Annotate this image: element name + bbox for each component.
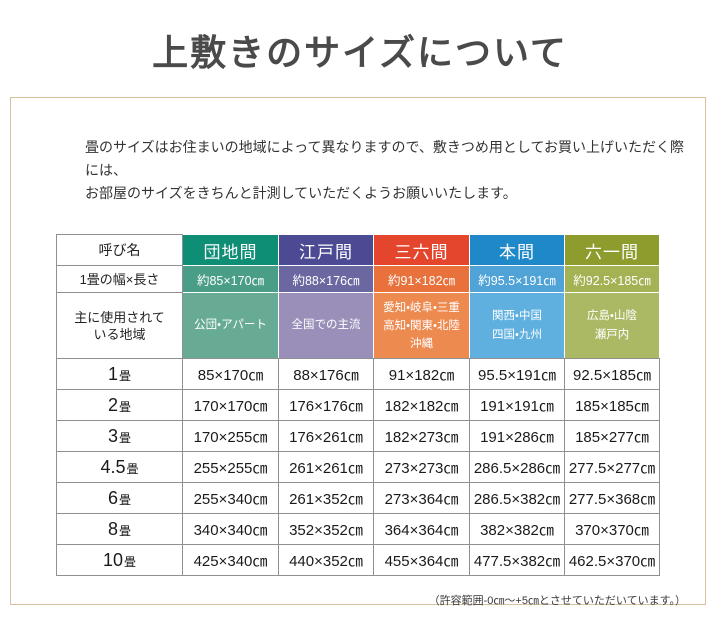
size-value-cell: 273×364㎝ — [373, 482, 470, 514]
size-value-cell: 364×364㎝ — [373, 513, 470, 545]
intro-text: 畳のサイズはお住まいの地域によって異なりますので、敷きつめ用としてお買い上げいた… — [85, 136, 685, 205]
region-row: 主に使用されて いる地域 公団・アパート 全国での主流 愛知・岐阜・三重 高知・… — [56, 292, 660, 359]
size-value-cell: 277.5×368㎝ — [564, 482, 660, 514]
size-value-cell: 425×340㎝ — [182, 544, 279, 576]
size-value-cell: 352×352㎝ — [278, 513, 374, 545]
width-cell: 約91×182㎝ — [373, 265, 470, 293]
size-value-cell: 185×277㎝ — [564, 420, 660, 452]
width-cell: 約92.5×185㎝ — [564, 265, 660, 293]
size-row-8: 8畳 340×340㎝ 352×352㎝ 364×364㎝ 382×382㎝ 3… — [56, 513, 660, 545]
size-value-cell: 477.5×382㎝ — [469, 544, 565, 576]
region-cell: 愛知・岐阜・三重 高知・関東・北陸 沖縄 — [373, 292, 470, 359]
region-row-label: 主に使用されて いる地域 — [56, 292, 183, 359]
width-cell: 約95.5×191㎝ — [469, 265, 565, 293]
region-cell: 全国での主流 — [278, 292, 374, 359]
mat-width-row: 1畳の幅×長さ 約85×170㎝ 約88×176㎝ 約91×182㎝ 約95.5… — [56, 265, 660, 293]
size-value-cell: 182×273㎝ — [373, 420, 470, 452]
column-header-danchima: 団地間 — [182, 234, 279, 266]
size-value-cell: 261×261㎝ — [278, 451, 374, 483]
column-header-sanrokuma: 三六間 — [373, 234, 470, 266]
intro-line-1: 畳のサイズはお住まいの地域によって異なりますので、敷きつめ用としてお買い上げいた… — [85, 139, 685, 178]
corner-header: 呼び名 — [56, 234, 183, 266]
page-title: 上敷きのサイズについて — [152, 33, 568, 73]
size-value-cell: 277.5×277㎝ — [564, 451, 660, 483]
column-header-edoma: 江戸間 — [278, 234, 374, 266]
region-cell: 公団・アパート — [182, 292, 279, 359]
size-value-cell: 286.5×286㎝ — [469, 451, 565, 483]
column-header-honma: 本間 — [469, 234, 565, 266]
row-label: 3畳 — [56, 420, 183, 452]
size-value-cell: 255×340㎝ — [182, 482, 279, 514]
size-row-4-5: 4.5畳 255×255㎝ 261×261㎝ 273×273㎝ 286.5×28… — [56, 451, 660, 483]
tolerance-note: （許容範囲-0㎝～+5㎝とさせていただいています。） — [428, 595, 686, 607]
size-value-cell: 88×176㎝ — [278, 358, 374, 390]
size-value-cell: 382×382㎝ — [469, 513, 565, 545]
size-value-cell: 191×286㎝ — [469, 420, 565, 452]
row-label: 8畳 — [56, 513, 183, 545]
row-label: 6畳 — [56, 482, 183, 514]
row-label: 10畳 — [56, 544, 183, 576]
width-row-label: 1畳の幅×長さ — [56, 265, 183, 293]
size-value-cell: 176×261㎝ — [278, 420, 374, 452]
header-row: 呼び名 団地間 江戸間 三六間 本間 六一間 — [56, 234, 660, 266]
size-row-3: 3畳 170×255㎝ 176×261㎝ 182×273㎝ 191×286㎝ 1… — [56, 420, 660, 452]
size-value-cell: 462.5×370㎝ — [564, 544, 660, 576]
size-value-cell: 261×352㎝ — [278, 482, 374, 514]
width-cell: 約88×176㎝ — [278, 265, 374, 293]
size-value-cell: 170×170㎝ — [182, 389, 279, 421]
size-value-cell: 170×255㎝ — [182, 420, 279, 452]
row-label: 4.5畳 — [56, 451, 183, 483]
size-value-cell: 273×273㎝ — [373, 451, 470, 483]
size-row-10: 10畳 425×340㎝ 440×352㎝ 455×364㎝ 477.5×382… — [56, 544, 660, 576]
width-cell: 約85×170㎝ — [182, 265, 279, 293]
size-row-2: 2畳 170×170㎝ 176×176㎝ 182×182㎝ 191×191㎝ 1… — [56, 389, 660, 421]
size-value-cell: 95.5×191㎝ — [469, 358, 565, 390]
size-value-cell: 370×370㎝ — [564, 513, 660, 545]
size-value-cell: 440×352㎝ — [278, 544, 374, 576]
size-value-cell: 286.5×382㎝ — [469, 482, 565, 514]
size-value-cell: 340×340㎝ — [182, 513, 279, 545]
size-row-6: 6畳 255×340㎝ 261×352㎝ 273×364㎝ 286.5×382㎝… — [56, 482, 660, 514]
region-cell: 関西・中国 四国・九州 — [469, 292, 565, 359]
size-value-cell: 182×182㎝ — [373, 389, 470, 421]
size-value-cell: 255×255㎝ — [182, 451, 279, 483]
size-value-cell: 185×185㎝ — [564, 389, 660, 421]
column-header-rokuichima: 六一間 — [564, 234, 660, 266]
content-panel: 畳のサイズはお住まいの地域によって異なりますので、敷きつめ用としてお買い上げいた… — [10, 97, 706, 607]
size-value-cell: 176×176㎝ — [278, 389, 374, 421]
size-row-1: 1畳 85×170㎝ 88×176㎝ 91×182㎝ 95.5×191㎝ 92.… — [56, 358, 660, 390]
size-value-cell: 85×170㎝ — [182, 358, 279, 390]
size-value-cell: 191×191㎝ — [469, 389, 565, 421]
region-cell: 広島・山陰 瀬戸内 — [564, 292, 660, 359]
size-value-cell: 91×182㎝ — [373, 358, 470, 390]
size-value-cell: 92.5×185㎝ — [564, 358, 660, 390]
intro-line-2: お部屋のサイズをきちんと計測していただくようお願いいたします。 — [85, 185, 517, 201]
row-label: 2畳 — [56, 389, 183, 421]
row-label: 1畳 — [56, 358, 183, 390]
size-value-cell: 455×364㎝ — [373, 544, 470, 576]
tatami-size-table: 呼び名 団地間 江戸間 三六間 本間 六一間 1畳の幅×長さ 約85×170㎝ … — [56, 234, 660, 576]
